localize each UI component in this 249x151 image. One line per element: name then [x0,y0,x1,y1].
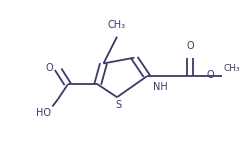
Text: HO: HO [36,108,51,118]
Text: NH: NH [153,82,168,92]
Text: CH₃: CH₃ [223,64,240,73]
Text: O: O [207,70,214,80]
Text: CH₃: CH₃ [108,20,126,30]
Text: S: S [115,100,121,110]
Text: O: O [187,41,194,51]
Text: O: O [46,63,53,73]
